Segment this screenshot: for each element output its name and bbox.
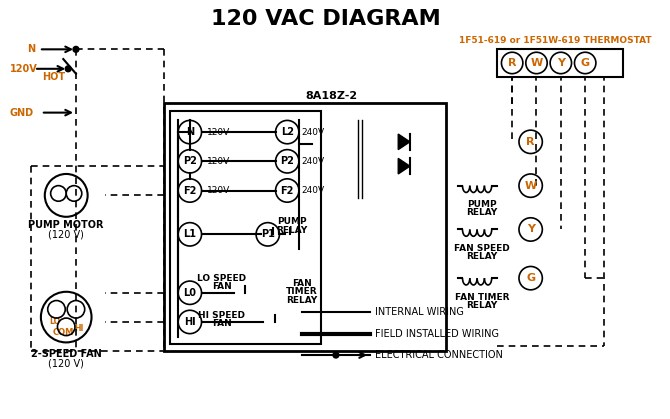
Text: Y: Y	[557, 58, 565, 68]
Text: 1F51-619 or 1F51W-619 THERMOSTAT: 1F51-619 or 1F51W-619 THERMOSTAT	[459, 36, 651, 45]
Text: FAN: FAN	[212, 282, 232, 291]
Text: G: G	[581, 58, 590, 68]
Polygon shape	[398, 134, 410, 150]
Circle shape	[333, 352, 339, 358]
FancyBboxPatch shape	[496, 49, 623, 77]
Text: RELAY: RELAY	[466, 300, 498, 310]
Text: FIELD INSTALLED WIRING: FIELD INSTALLED WIRING	[375, 328, 499, 339]
Text: W: W	[531, 58, 543, 68]
Text: 120 VAC DIAGRAM: 120 VAC DIAGRAM	[211, 9, 441, 29]
Text: FAN TIMER: FAN TIMER	[455, 293, 509, 302]
Text: 120V: 120V	[208, 128, 230, 137]
Text: 2-SPEED FAN: 2-SPEED FAN	[31, 349, 102, 359]
Polygon shape	[398, 158, 410, 174]
Text: LO: LO	[49, 318, 60, 326]
Text: PUMP: PUMP	[277, 217, 307, 226]
Text: FAN SPEED: FAN SPEED	[454, 244, 510, 253]
FancyBboxPatch shape	[163, 103, 446, 351]
Text: PUMP MOTOR: PUMP MOTOR	[28, 220, 104, 230]
Text: G: G	[526, 273, 535, 283]
Text: RELAY: RELAY	[466, 208, 498, 217]
Text: R: R	[508, 58, 517, 68]
Text: HI SPEED: HI SPEED	[198, 310, 245, 320]
Text: COM: COM	[52, 328, 74, 337]
Text: ELECTRICAL CONNECTION: ELECTRICAL CONNECTION	[375, 350, 502, 360]
Text: FAN: FAN	[292, 279, 312, 287]
FancyBboxPatch shape	[170, 111, 322, 344]
Text: 8A18Z-2: 8A18Z-2	[305, 91, 357, 101]
Text: 120V: 120V	[10, 64, 38, 74]
Text: 120V: 120V	[208, 157, 230, 166]
Text: L2: L2	[281, 127, 293, 137]
Text: RELAY: RELAY	[286, 296, 318, 305]
Text: N: N	[27, 44, 36, 54]
Text: R: R	[527, 137, 535, 147]
Text: L0: L0	[184, 288, 196, 298]
Text: Y: Y	[527, 225, 535, 235]
Text: F2: F2	[281, 186, 294, 196]
Text: HI: HI	[74, 324, 84, 333]
Text: RELAY: RELAY	[466, 252, 498, 261]
Text: 240V: 240V	[301, 157, 324, 166]
Text: LO SPEED: LO SPEED	[198, 274, 247, 283]
Text: 120V: 120V	[208, 186, 230, 195]
Text: GND: GND	[10, 108, 34, 118]
Text: F2: F2	[183, 186, 196, 196]
Text: HI: HI	[184, 317, 196, 327]
Text: N: N	[186, 127, 194, 137]
Circle shape	[65, 66, 71, 72]
Text: L1: L1	[184, 229, 196, 239]
Text: RELAY: RELAY	[277, 226, 308, 235]
Text: PUMP: PUMP	[467, 200, 496, 209]
Text: 240V: 240V	[301, 128, 324, 137]
Text: P2: P2	[280, 156, 294, 166]
Text: (120 V): (120 V)	[48, 359, 84, 369]
Text: FAN: FAN	[212, 319, 232, 328]
Text: INTERNAL WIRING: INTERNAL WIRING	[375, 307, 464, 317]
Text: (120 V): (120 V)	[48, 229, 84, 239]
Circle shape	[73, 47, 79, 52]
Text: 240V: 240V	[301, 186, 324, 195]
Text: P2: P2	[183, 156, 197, 166]
Text: TIMER: TIMER	[286, 287, 318, 296]
Text: P1: P1	[261, 229, 275, 239]
Text: HOT: HOT	[42, 72, 65, 82]
Text: W: W	[525, 181, 537, 191]
